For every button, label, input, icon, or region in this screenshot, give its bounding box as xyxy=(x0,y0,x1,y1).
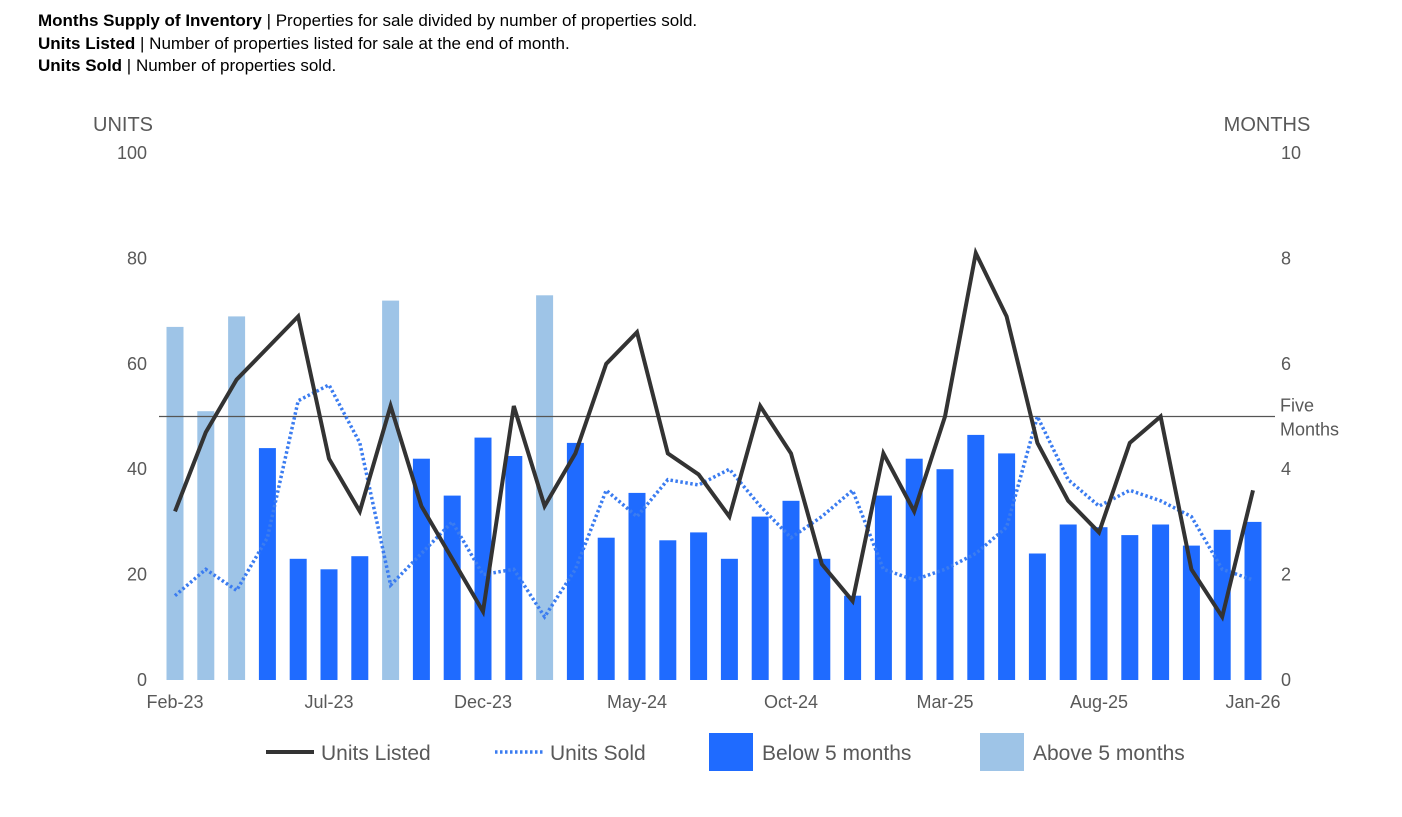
months-supply-bar xyxy=(813,558,831,680)
x-axis-tick-label: Oct-24 xyxy=(764,692,818,712)
months-supply-bar xyxy=(197,411,215,680)
months-supply-bar xyxy=(844,595,862,680)
months-supply-bar xyxy=(166,326,184,680)
left-axis-tick-label: 100 xyxy=(117,143,147,163)
legend: Units Listed Units Sold Below 5 months Abov… xyxy=(266,733,1185,771)
left-axis-tick-label: 40 xyxy=(127,459,147,479)
months-supply-bar xyxy=(474,437,492,680)
left-axis-title: UNITS xyxy=(93,114,153,136)
left-axis-tick-label: 0 xyxy=(137,670,147,690)
lines-group: Five Months xyxy=(159,246,1339,622)
right-axis-tick-label: 6 xyxy=(1281,354,1291,374)
months-supply-bar xyxy=(566,442,584,680)
definition-text: Number of properties listed for sale at … xyxy=(149,33,570,53)
months-supply-bar xyxy=(1090,527,1108,680)
left-axis-tick-label: 20 xyxy=(127,565,147,585)
definition-months-supply: Months Supply of Inventory | Properties … xyxy=(38,10,697,33)
months-supply-bar xyxy=(1028,553,1046,680)
months-supply-bar xyxy=(1152,524,1170,680)
definition-term: Units Sold xyxy=(38,56,123,75)
months-supply-bar xyxy=(628,492,646,680)
months-supply-bar xyxy=(289,558,307,680)
definition-separator: | xyxy=(261,11,276,30)
axes-group: UNITS MONTHS 0 20 40 60 80 100 0 2 4 6 8 10 Feb-23 Jul-… xyxy=(93,114,1310,712)
months-supply-bar xyxy=(751,516,769,680)
legend-below-5-months-label: Below 5 months xyxy=(762,742,911,765)
months-supply-bar xyxy=(258,448,276,680)
right-axis-title: MONTHS xyxy=(1224,114,1311,136)
x-axis-tick-label: Dec-23 xyxy=(454,692,512,712)
months-supply-bar xyxy=(905,458,923,680)
months-supply-bar xyxy=(998,453,1016,680)
right-axis-tick-label: 2 xyxy=(1281,565,1291,585)
left-axis-tick-label: 60 xyxy=(127,354,147,374)
x-axis-tick-label: Aug-25 xyxy=(1070,692,1128,712)
x-axis-tick-label: Mar-25 xyxy=(916,692,973,712)
months-supply-bar xyxy=(720,558,738,680)
right-axis-tick-label: 8 xyxy=(1281,248,1291,268)
definition-term: Months Supply of Inventory xyxy=(38,11,262,30)
definition-units-sold: Units Sold | Number of properties sold. xyxy=(38,55,697,78)
x-axis-tick-label: May-24 xyxy=(607,692,667,712)
months-supply-bar xyxy=(228,316,246,680)
months-supply-bar xyxy=(690,532,708,680)
x-axis-tick-label: Jan-26 xyxy=(1225,692,1280,712)
units-sold-line xyxy=(173,382,1254,621)
right-axis-tick-label: 4 xyxy=(1281,459,1291,479)
definition-units-listed: Units Listed | Number of properties list… xyxy=(38,33,697,56)
definition-text: Properties for sale divided by number of… xyxy=(275,11,698,30)
x-axis-tick-label: Feb-23 xyxy=(146,692,203,712)
legend-units-sold-label: Units Sold xyxy=(550,742,646,765)
months-supply-bar xyxy=(874,495,892,680)
legend-units-listed-label: Units Listed xyxy=(321,742,431,765)
months-supply-bar xyxy=(443,495,461,680)
right-axis-tick-label: 0 xyxy=(1281,670,1291,690)
months-supply-bar xyxy=(536,295,554,680)
months-supply-bar xyxy=(597,537,615,680)
units-listed-line xyxy=(173,246,1255,622)
definition-separator: | xyxy=(135,33,150,53)
right-axis-tick-label: 10 xyxy=(1281,143,1301,163)
bars-group xyxy=(166,295,1262,680)
months-supply-bar xyxy=(782,500,800,680)
months-supply-bar xyxy=(320,569,338,680)
months-supply-bar xyxy=(1213,529,1231,680)
months-supply-bar xyxy=(659,540,677,680)
legend-below-5-months-swatch xyxy=(709,733,753,771)
definition-separator: | xyxy=(122,56,136,75)
months-supply-bar xyxy=(967,434,985,680)
five-months-label: Five xyxy=(1280,396,1314,416)
legend-above-5-months-label: Above 5 months xyxy=(1033,742,1185,765)
x-axis-tick-label: Jul-23 xyxy=(304,692,353,712)
legend-above-5-months-swatch xyxy=(980,733,1024,771)
months-supply-bar xyxy=(351,556,369,680)
months-supply-bar xyxy=(382,300,400,680)
five-months-label: Months xyxy=(1280,420,1339,440)
months-supply-bar xyxy=(1121,535,1139,680)
months-supply-bar xyxy=(1059,524,1077,680)
definition-text: Number of properties sold. xyxy=(135,56,337,75)
months-supply-bar xyxy=(1244,521,1262,680)
definitions: Months Supply of Inventory | Properties … xyxy=(38,10,697,78)
left-axis-tick-label: 80 xyxy=(127,248,147,268)
definition-term: Units Listed xyxy=(38,33,136,53)
months-supply-bar xyxy=(936,469,954,680)
